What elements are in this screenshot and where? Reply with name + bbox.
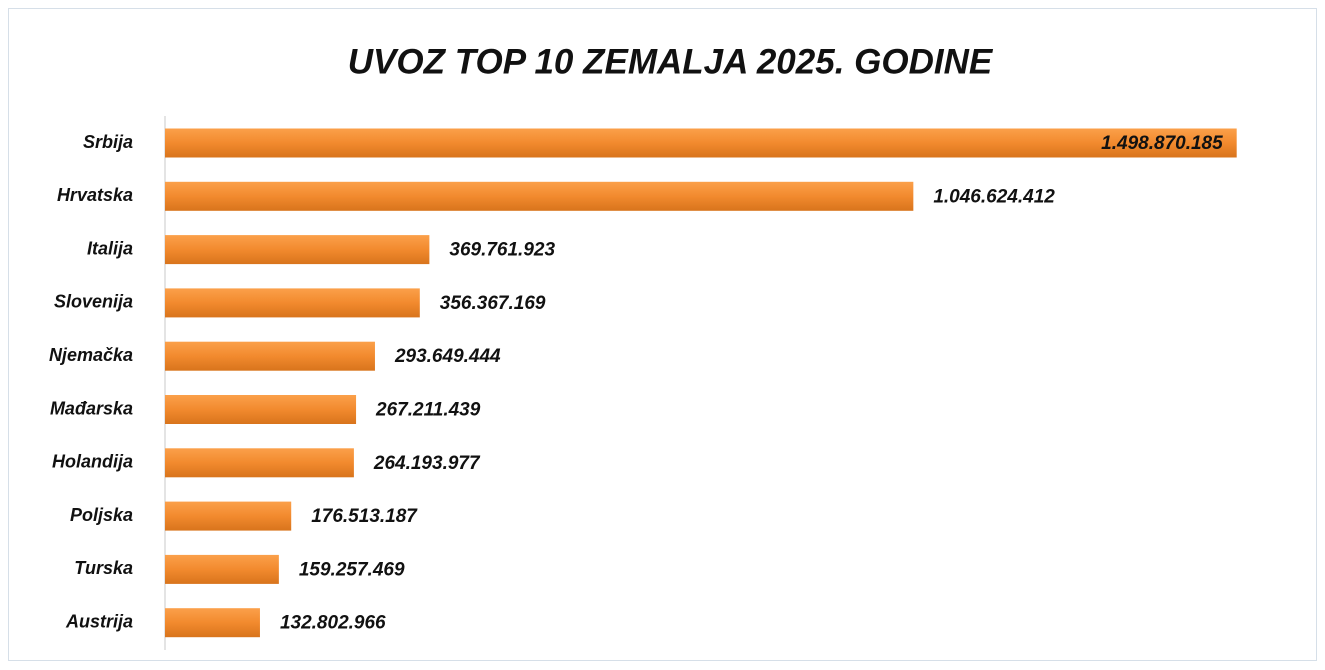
bar	[165, 288, 420, 318]
category-label: Austrija	[65, 611, 133, 631]
category-label: Poljska	[70, 505, 133, 525]
category-label: Holandija	[52, 452, 133, 472]
value-label: 356.367.169	[440, 293, 546, 314]
bar	[165, 341, 375, 371]
category-label: Njemačka	[49, 345, 133, 365]
chart-border	[8, 8, 1317, 661]
value-label: 176.513.187	[311, 506, 418, 527]
category-label: Hrvatska	[57, 185, 133, 205]
value-label: 264.193.977	[373, 453, 481, 474]
category-label: Italija	[87, 238, 133, 258]
chart-title: UVOZ TOP 10 ZEMALJA 2025. GODINE	[348, 42, 994, 81]
bar	[165, 128, 1237, 158]
value-label: 132.802.966	[280, 613, 386, 634]
category-label: Turska	[74, 558, 133, 578]
bar	[165, 235, 430, 265]
value-label: 369.761.923	[449, 240, 555, 261]
category-label: Srbija	[83, 132, 133, 152]
bar	[165, 448, 354, 478]
category-label: Mađarska	[50, 398, 133, 418]
bar	[165, 395, 357, 424]
bar	[165, 501, 292, 531]
bar	[165, 554, 279, 584]
value-label: 293.649.444	[394, 346, 501, 367]
category-label: Slovenija	[54, 292, 133, 312]
value-label: 1.046.624.412	[933, 186, 1055, 207]
value-label: 267.211.439	[375, 400, 481, 421]
bar	[165, 608, 260, 638]
value-label: 1.498.870.185	[1101, 133, 1223, 154]
bar	[165, 181, 914, 211]
value-label: 159.257.469	[299, 559, 405, 580]
